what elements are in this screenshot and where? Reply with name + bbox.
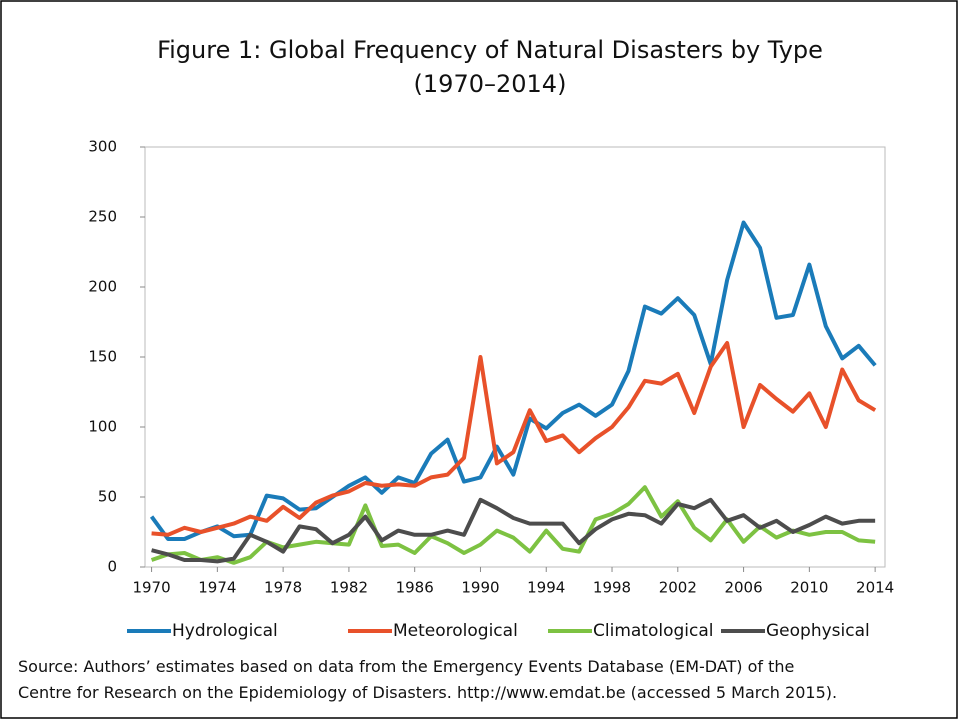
source-note: Centre for Research on the Epidemiology … (18, 683, 837, 702)
x-tick-label: 2014 (856, 579, 894, 597)
y-tick-label: 100 (88, 418, 117, 436)
x-tick-label: 1970 (132, 579, 170, 597)
y-tick-label: 300 (88, 138, 117, 156)
data-line (151, 497, 876, 564)
y-tick-label: 250 (88, 208, 117, 226)
legend-label: Hydrological (172, 621, 278, 641)
x-tick-label: 1990 (461, 579, 499, 597)
y-tick-label: 50 (98, 488, 117, 506)
y-tick-label: 200 (88, 278, 117, 296)
chart-title: Figure 1: Global Frequency of Natural Di… (157, 36, 823, 64)
x-tick-label: 1998 (593, 579, 631, 597)
x-tick-label: 1982 (330, 579, 368, 597)
x-tick-label: 2002 (659, 579, 697, 597)
x-tick-label: 1978 (264, 579, 302, 597)
legend-label: Climatological (593, 621, 714, 641)
x-tick-label: 1986 (396, 579, 434, 597)
chart-title: (1970–2014) (414, 70, 567, 98)
y-tick-label: 0 (107, 558, 117, 576)
plot-area (144, 146, 886, 568)
y-tick-label: 150 (88, 348, 117, 366)
legend-label: Meteorological (393, 621, 518, 641)
x-tick-label: 1974 (198, 579, 236, 597)
data-line (151, 341, 877, 537)
x-tick-label: 2010 (790, 579, 828, 597)
source-note: Source: Authors’ estimates based on data… (18, 657, 794, 676)
legend-label: Geophysical (766, 621, 870, 641)
data-line (149, 220, 877, 541)
x-tick-label: 1994 (527, 579, 565, 597)
x-tick-label: 2006 (724, 579, 762, 597)
